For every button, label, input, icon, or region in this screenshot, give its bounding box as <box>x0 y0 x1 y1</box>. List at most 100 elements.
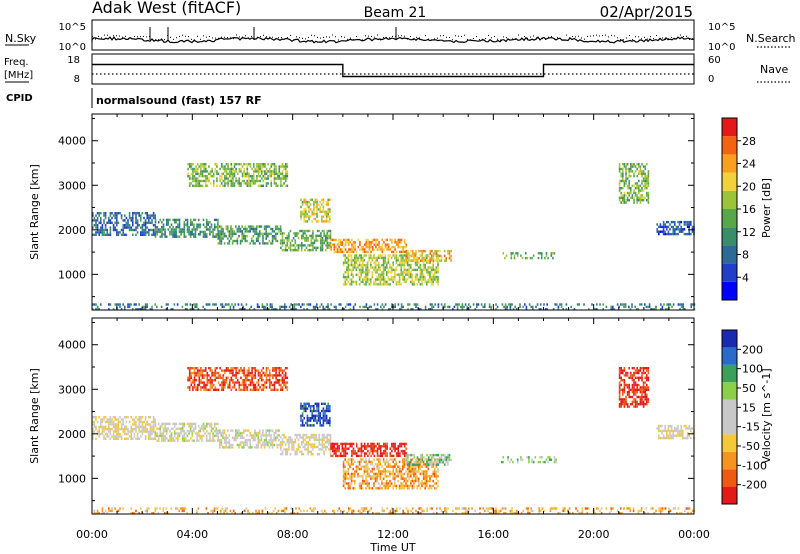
power-pixel <box>389 283 391 286</box>
power-pixel <box>241 230 243 233</box>
velocity-pixel <box>178 432 181 435</box>
velocity-pixel <box>232 371 234 375</box>
power-pixel <box>159 235 162 238</box>
power-pixel <box>192 167 194 171</box>
velocity-pixel <box>98 432 100 436</box>
velocity-pixel <box>161 432 163 435</box>
power-pixel <box>248 163 250 166</box>
power-pixel <box>628 191 630 195</box>
power-pixel <box>268 175 271 178</box>
power-pixel <box>233 163 236 166</box>
velocity-pixel <box>193 427 195 430</box>
power-pixel <box>684 308 686 311</box>
velocity-pixel <box>343 447 345 450</box>
velocity-pixel <box>437 463 440 466</box>
velocity-pixel <box>429 487 431 490</box>
power-pixel <box>117 231 120 234</box>
velocity-pixel <box>357 447 360 450</box>
power-pixel <box>347 254 350 257</box>
power-pixel <box>349 303 352 306</box>
velocity-pixel <box>254 434 256 437</box>
power-pixel <box>260 225 263 228</box>
velocity-pixel <box>403 479 406 483</box>
power-pixel <box>239 308 241 311</box>
power-pixel <box>203 170 205 173</box>
velocity-pixel <box>284 376 287 379</box>
power-pixel <box>278 230 280 233</box>
power-pixel <box>456 305 459 309</box>
power-pixel <box>253 308 256 311</box>
power-pixel <box>270 170 273 173</box>
power-pixel <box>374 256 377 260</box>
power-pixel <box>381 254 383 257</box>
power-pixel <box>192 170 194 173</box>
power-pixel <box>127 226 129 229</box>
velocity-pixel <box>363 472 366 476</box>
velocity-pixel <box>187 376 189 379</box>
power-pixel <box>682 228 684 231</box>
power-pixel <box>318 234 321 237</box>
velocity-pixel <box>289 436 292 439</box>
power-pixel <box>644 179 646 183</box>
velocity-pixel <box>413 472 415 476</box>
power-pixel <box>195 179 197 183</box>
velocity-pixel <box>255 434 258 437</box>
power-pixel <box>550 254 553 257</box>
power-pixel <box>92 212 94 215</box>
power-pixel <box>392 280 394 284</box>
velocity-pixel <box>156 439 158 442</box>
power-pixel <box>227 182 229 185</box>
power-pixel <box>265 225 267 228</box>
velocity-pixel <box>270 388 273 391</box>
power-pixel <box>202 235 205 238</box>
power-pixel <box>544 256 546 260</box>
velocity-pixel <box>366 470 369 473</box>
power-pixel <box>286 175 289 178</box>
power-pixel <box>411 273 414 276</box>
velocity-pixel <box>238 388 241 391</box>
velocity-pixel <box>278 367 281 370</box>
velocity-pixel <box>111 418 113 421</box>
power-pixel <box>647 172 650 175</box>
power-pixel <box>655 308 657 311</box>
power-pixel <box>265 172 268 175</box>
velocity-pixel <box>262 443 264 447</box>
power-pixel <box>320 232 322 235</box>
power-pixel <box>379 245 382 249</box>
power-pixel <box>392 254 394 257</box>
power-pixel <box>275 165 277 168</box>
velocity-pixel <box>262 383 265 387</box>
power-pixel <box>321 215 323 218</box>
power-pixel <box>405 261 407 264</box>
power-pixel <box>335 305 337 309</box>
velocity-pixel <box>263 434 266 437</box>
power-pixel <box>357 256 359 260</box>
power-pixel <box>623 196 626 199</box>
velocity-pixel <box>398 460 401 464</box>
power-pixel <box>169 230 171 234</box>
velocity-pixel <box>162 432 165 435</box>
velocity-pixel <box>205 437 208 440</box>
power-pixel <box>374 268 377 272</box>
power-pixel <box>378 254 380 257</box>
velocity-pixel <box>273 367 276 370</box>
power-pixel <box>329 244 332 247</box>
velocity-pixel <box>230 429 232 432</box>
velocity-pixel <box>347 442 350 446</box>
power-pixel <box>370 245 372 249</box>
power-pixel <box>232 179 234 183</box>
power-pixel <box>243 232 245 235</box>
velocity-pixel <box>120 418 123 421</box>
power-pixel <box>680 220 682 224</box>
power-pixel <box>193 167 196 171</box>
velocity-pixel <box>383 442 385 446</box>
power-pixel <box>387 254 390 257</box>
power-pixel <box>440 303 443 306</box>
velocity-pixel <box>167 422 170 426</box>
noise-search-dot <box>644 36 645 38</box>
power-pixel <box>376 256 378 260</box>
velocity-pixel <box>296 448 298 451</box>
noise-search-dot <box>203 35 204 37</box>
power-pixel <box>243 170 245 173</box>
power-pixel <box>114 228 116 232</box>
